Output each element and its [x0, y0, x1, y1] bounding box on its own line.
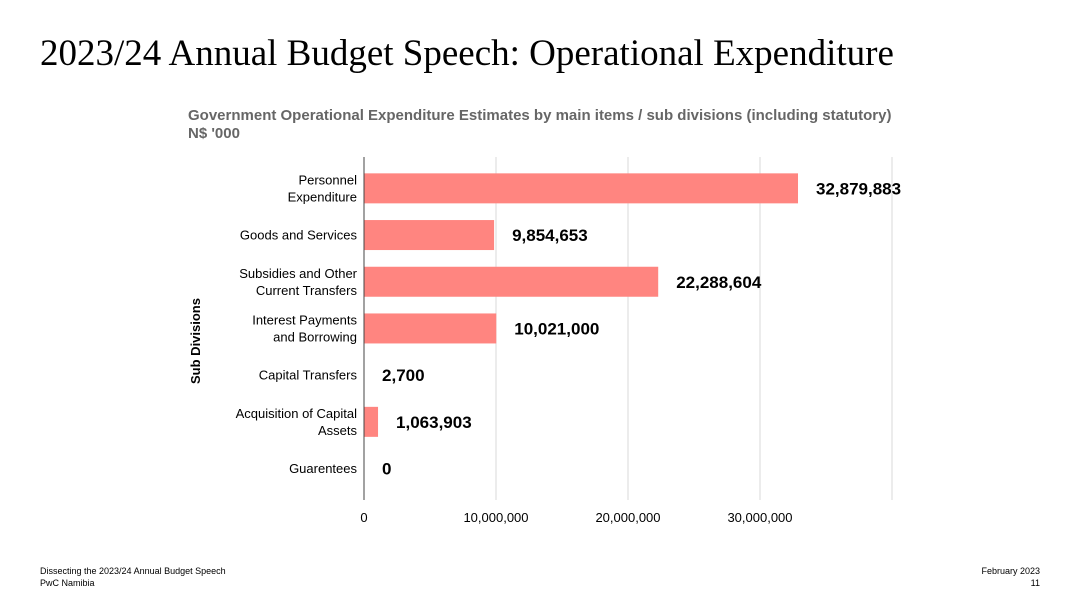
y-axis-title: Sub Divisions — [188, 298, 203, 384]
labels: 0 10,000,000 20,000,000 30,000,000 Personnel… — [236, 172, 902, 525]
data-label: 9,854,653 — [512, 226, 588, 245]
bar — [364, 220, 495, 251]
chart-subtitle: N$ '000 — [188, 125, 240, 142]
footer-right: February 2023 11 — [981, 565, 1040, 589]
bar — [364, 266, 659, 297]
x-tick-label: 30,000,000 — [727, 510, 792, 525]
category-label: Personnel Expenditure — [288, 172, 357, 204]
footer-company: PwC Namibia — [40, 578, 95, 588]
category-label: Goods and Services — [240, 228, 358, 243]
category-label: Subsidies and Other Current Transfers — [239, 266, 357, 298]
data-label: 0 — [382, 460, 391, 479]
footer-document-title: Dissecting the 2023/24 Annual Budget Spe… — [40, 566, 226, 576]
data-label: 2,700 — [382, 366, 425, 385]
page-number: 11 — [1030, 578, 1040, 588]
bar — [364, 173, 799, 204]
bar — [364, 406, 379, 437]
x-tick-label: 20,000,000 — [595, 510, 660, 525]
data-label: 22,288,604 — [676, 273, 762, 292]
bars — [364, 173, 799, 437]
bar — [364, 313, 497, 344]
chart-title: Government Operational Expenditure Estim… — [188, 107, 892, 124]
chart-title-block: Government Operational Expenditure Estim… — [188, 107, 891, 143]
category-label: Interest Payments and Borrowing — [252, 312, 357, 344]
x-tick-label: 0 — [360, 510, 367, 525]
data-label: 1,063,903 — [396, 413, 472, 432]
x-tick-label: 10,000,000 — [463, 510, 528, 525]
slide-title: 2023/24 Annual Budget Speech: Operationa… — [40, 33, 894, 74]
data-label: 10,021,000 — [514, 319, 599, 338]
category-label: Capital Transfers — [259, 368, 358, 383]
category-label: Guarentees — [289, 461, 357, 476]
data-label: 32,879,883 — [816, 179, 901, 198]
category-label: Acquisition of Capital Assets — [236, 406, 358, 438]
footer-date: February 2023 — [981, 566, 1040, 576]
footer-left: Dissecting the 2023/24 Annual Budget Spe… — [40, 565, 226, 589]
